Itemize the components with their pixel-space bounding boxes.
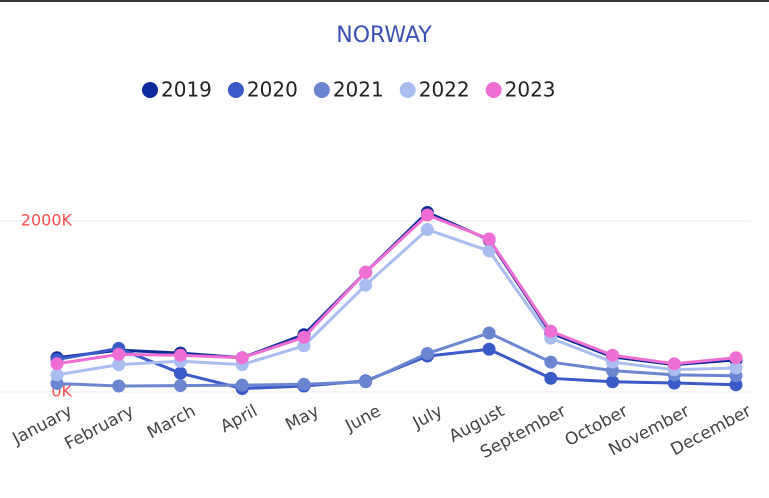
data-point xyxy=(173,348,187,362)
data-point xyxy=(50,357,64,371)
data-point xyxy=(359,375,373,389)
data-point xyxy=(112,347,126,361)
y-tick-label: 2000K xyxy=(21,211,73,230)
data-point xyxy=(482,342,496,356)
data-point xyxy=(544,324,558,338)
legend-marker xyxy=(485,82,502,98)
data-point xyxy=(482,244,496,258)
data-point xyxy=(173,366,187,380)
series-line xyxy=(56,227,737,377)
legend-marker xyxy=(227,82,244,98)
legend-label: 2022 xyxy=(419,78,470,102)
legend-label: 2019 xyxy=(161,78,212,102)
data-point xyxy=(420,347,434,361)
data-point xyxy=(235,378,249,392)
series-line xyxy=(56,331,737,388)
data-point xyxy=(173,379,187,393)
legend-label: 2020 xyxy=(247,78,298,102)
data-point xyxy=(235,351,249,365)
legend-label: 2023 xyxy=(505,78,556,102)
data-point xyxy=(729,378,743,392)
data-point xyxy=(729,351,743,365)
data-point xyxy=(482,326,496,340)
data-point xyxy=(112,358,126,372)
data-point xyxy=(50,368,64,382)
data-point xyxy=(359,265,373,279)
legend-marker xyxy=(313,82,330,98)
data-point xyxy=(297,377,311,391)
series-line xyxy=(56,213,737,366)
data-point xyxy=(606,348,620,362)
data-point xyxy=(544,371,558,385)
legend-label: 2021 xyxy=(333,78,384,102)
data-point xyxy=(606,375,620,389)
data-point xyxy=(729,361,743,375)
data-point xyxy=(482,232,496,246)
legend-marker xyxy=(399,82,416,98)
data-point xyxy=(420,223,434,237)
data-point xyxy=(667,357,681,371)
chart-title: NORWAY xyxy=(336,23,432,48)
data-point xyxy=(359,278,373,292)
data-point xyxy=(544,355,558,369)
legend-marker xyxy=(142,82,158,98)
data-point xyxy=(420,208,434,222)
data-point xyxy=(112,379,126,393)
data-point xyxy=(297,330,311,344)
